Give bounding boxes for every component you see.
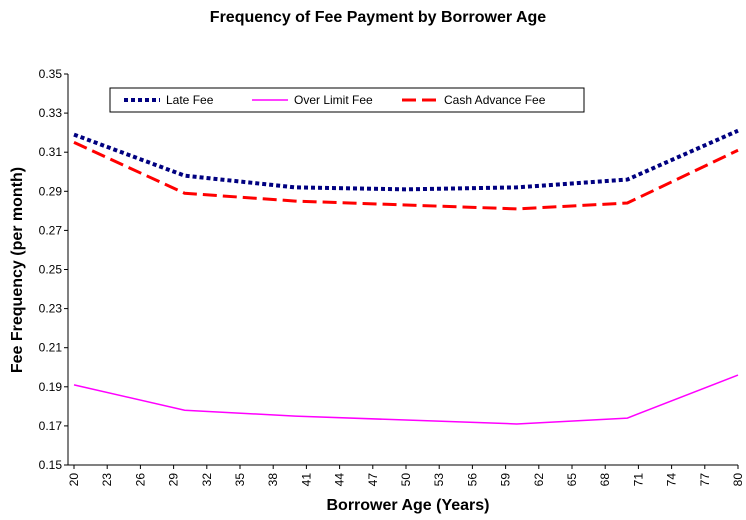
- plot-area: [68, 74, 738, 465]
- x-tick-label: 38: [266, 473, 280, 487]
- x-axis-label: Borrower Age (Years): [326, 497, 489, 514]
- series-line: [73, 374, 739, 425]
- x-tick-label: 44: [333, 473, 347, 487]
- legend-label: Over Limit Fee: [294, 93, 373, 107]
- y-tick-label: 0.25: [39, 263, 63, 277]
- legend-label: Cash Advance Fee: [444, 93, 546, 107]
- x-tick-label: 80: [731, 473, 745, 487]
- x-tick-label: 59: [499, 473, 513, 487]
- x-tick-label: 41: [299, 473, 313, 487]
- y-tick-label: 0.23: [39, 302, 63, 316]
- y-tick-label: 0.19: [39, 380, 63, 394]
- legend-box: [109, 87, 585, 113]
- x-tick-label: 32: [200, 473, 214, 487]
- y-tick-label: 0.17: [39, 419, 63, 433]
- y-tick-label: 0.21: [39, 341, 63, 355]
- x-tick-label: 68: [598, 473, 612, 487]
- series-line: [73, 128, 739, 192]
- legend-label: Late Fee: [166, 93, 214, 107]
- series-line: [73, 141, 739, 211]
- y-tick-label: 0.27: [39, 223, 63, 237]
- y-tick-label: 0.35: [39, 67, 63, 81]
- x-tick-label: 77: [698, 473, 712, 487]
- y-tick-label: 0.29: [39, 184, 63, 198]
- legend: Late Fee Over Limit Fee Cash Advance Fee: [109, 87, 585, 113]
- x-tick-label: 29: [167, 473, 181, 487]
- y-tick-label: 0.15: [39, 458, 63, 472]
- y-tick-label: 0.31: [39, 145, 63, 159]
- x-tick-label: 47: [366, 473, 380, 487]
- x-tick-label: 65: [565, 473, 579, 487]
- x-tick-label: 56: [465, 473, 479, 487]
- x-tick-label: 50: [399, 473, 413, 487]
- x-tick-label: 53: [432, 473, 446, 487]
- x-tick-label: 26: [133, 473, 147, 487]
- x-tick-label: 62: [532, 473, 546, 487]
- x-tick-label: 71: [631, 473, 645, 487]
- x-tick-label: 23: [100, 473, 114, 487]
- y-tick-label: 0.33: [39, 106, 63, 120]
- x-tick-label: 35: [233, 473, 247, 487]
- chart-title: Frequency of Fee Payment by Borrower Age: [210, 9, 546, 26]
- x-tick-label: 20: [67, 473, 81, 487]
- x-tick-label: 74: [665, 473, 679, 487]
- y-axis-label: Fee Frequency (per month): [9, 167, 26, 373]
